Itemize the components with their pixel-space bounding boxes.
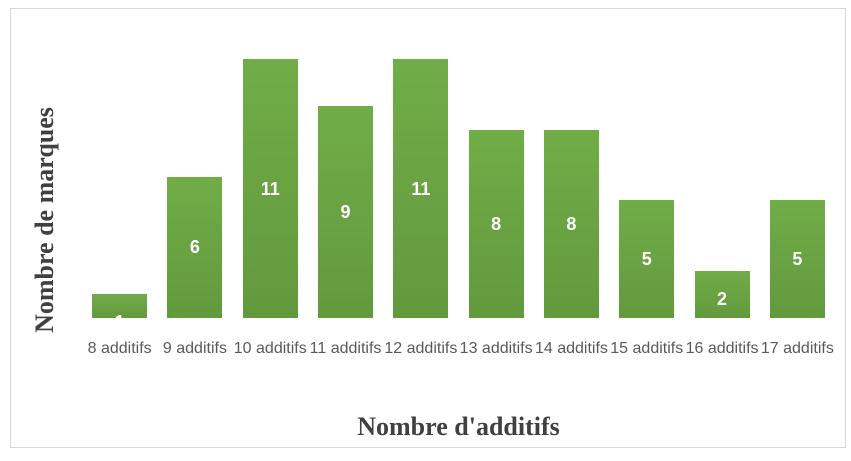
x-tick-label: 15 additifs [610, 340, 684, 357]
value-label: 11 [260, 178, 280, 199]
bar [543, 129, 599, 318]
chart-frame [10, 8, 846, 448]
value-label: 2 [717, 288, 728, 309]
value-label: 5 [792, 249, 803, 270]
bar [242, 59, 298, 318]
x-tick-label: 17 additifs [760, 340, 834, 357]
x-tick-label: 9 additifs [162, 340, 227, 357]
value-label: 8 [566, 213, 577, 234]
bar [92, 294, 148, 318]
value-label: 8 [491, 213, 502, 234]
x-tick-label: 11 additifs [309, 340, 382, 357]
x-tick-label: 16 additifs [685, 340, 759, 357]
bar [167, 176, 223, 318]
bar [694, 270, 750, 318]
value-label: 11 [411, 178, 431, 199]
x-axis-title: Nombre d'additifs [357, 412, 560, 441]
x-tick-label: 13 additifs [459, 340, 533, 357]
value-label: 5 [641, 249, 652, 270]
y-axis-title: Nombre de marques [30, 107, 59, 333]
bar [769, 200, 825, 318]
bar [318, 106, 374, 318]
bar [619, 200, 675, 318]
x-tick-label: 8 additifs [87, 340, 152, 357]
x-tick-label: 14 additifs [534, 340, 608, 357]
value-label: 6 [189, 237, 200, 258]
x-tick-label: 10 additifs [233, 340, 307, 357]
bar [393, 59, 449, 318]
value-label: 9 [340, 202, 351, 223]
x-tick-label: 12 additifs [384, 340, 458, 357]
value-label: 1 [114, 312, 125, 333]
bar [468, 129, 524, 318]
